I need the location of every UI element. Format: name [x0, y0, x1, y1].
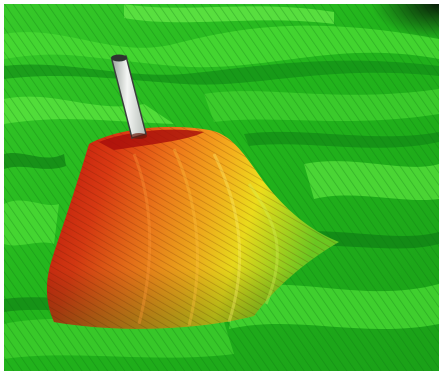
corner-shadow	[304, 4, 439, 74]
survey-pole-marker	[111, 54, 147, 139]
terrain-visualization	[4, 4, 439, 371]
terrain-svg	[4, 4, 439, 371]
elevation-peak	[46, 126, 340, 329]
